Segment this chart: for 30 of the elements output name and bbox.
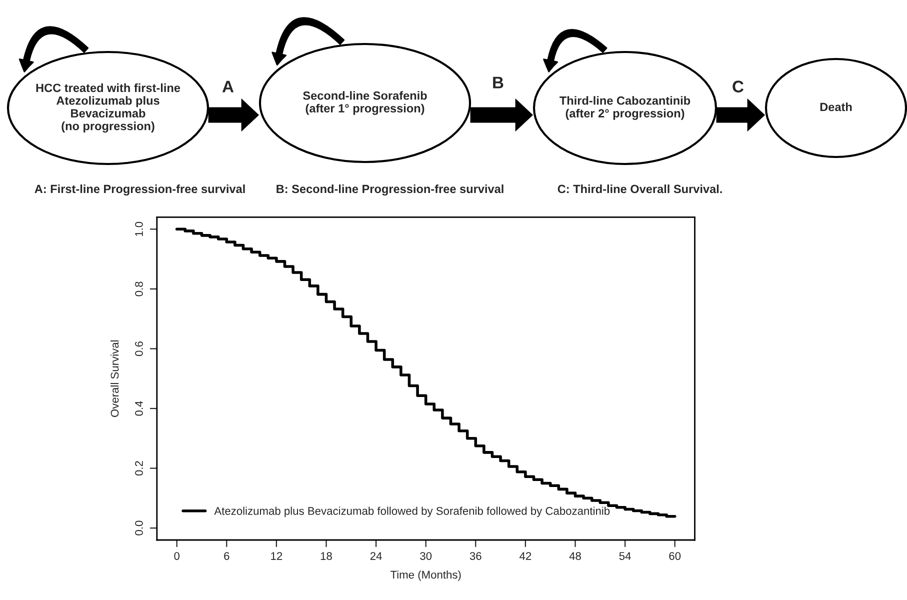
text: B bbox=[493, 76, 504, 88]
x-tick-label: 42 bbox=[520, 552, 532, 560]
y-tick-label: 0.8 bbox=[135, 282, 143, 296]
y-tick-label: 1.0 bbox=[135, 222, 143, 236]
text: Second-line Sorafenib (after 1° progression) bbox=[303, 91, 427, 115]
x-tick-label: 54 bbox=[619, 552, 631, 560]
legend-label: Atezolizumab plus Bevacizumab followed by Sorafenib followed by Cabozantinib bbox=[214, 506, 610, 518]
x-tick-label: 24 bbox=[370, 552, 382, 560]
x-tick-label: 30 bbox=[420, 552, 432, 560]
x-tick-label: 0 bbox=[174, 552, 180, 560]
text: A bbox=[222, 80, 234, 92]
text: B: Second-line Progression-free survival bbox=[276, 184, 504, 196]
x-tick-label: 12 bbox=[271, 552, 282, 560]
x-tick-label: 18 bbox=[320, 552, 332, 560]
y-tick-label: 0.4 bbox=[135, 401, 143, 416]
x-tick-label: 60 bbox=[669, 552, 681, 560]
text: A: First-line Progression-free survival bbox=[34, 184, 245, 196]
y-tick-label: 0.2 bbox=[135, 461, 143, 476]
text: C: Third-line Overall Survival. bbox=[558, 184, 722, 194]
x-axis-title: Time (Months) bbox=[390, 570, 461, 581]
x-tick-label: 6 bbox=[224, 552, 230, 560]
text: Death bbox=[820, 102, 852, 112]
text: HCC treated with first-line Atezolizumab plus Bevacizumab (no progression) bbox=[36, 83, 180, 133]
x-tick-label: 36 bbox=[470, 552, 482, 560]
text: C bbox=[732, 80, 744, 92]
y-tick-label: 0.6 bbox=[135, 341, 143, 356]
x-tick-label: 48 bbox=[569, 552, 581, 560]
y-tick-label: 0.0 bbox=[135, 520, 143, 536]
y-axis-title: Overall Survival bbox=[110, 340, 119, 417]
text: Third-line Cabozantinib (after 2° progression) bbox=[560, 96, 690, 120]
